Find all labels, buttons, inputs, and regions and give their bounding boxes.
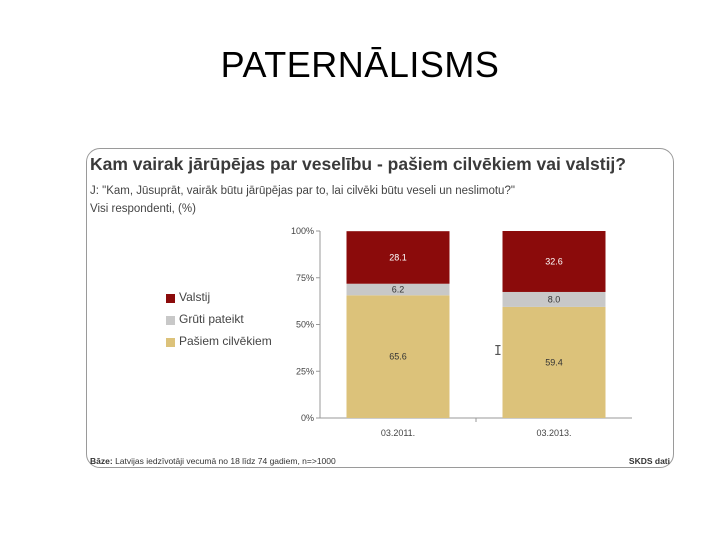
data-label: 28.1 — [389, 252, 407, 262]
data-label: 59.4 — [545, 357, 563, 367]
footer-base: Bāze: Latvijas iedzīvotāji vecumā no 18 … — [90, 456, 336, 466]
footer-source: SKDS dati — [628, 456, 670, 466]
legend-swatch-pasiem — [166, 338, 175, 347]
legend-label-valstij: Valstij — [179, 290, 211, 304]
bar-segment — [346, 231, 450, 284]
survey-question: J: "Kam, Jūsuprāt, vairāk būtu jārūpējas… — [90, 185, 515, 197]
chart-title: Kam vairak jārūpējas par veselību - paši… — [90, 154, 626, 174]
footer-base-label: Bāze: — [90, 456, 113, 466]
bar-segment — [502, 291, 606, 307]
y-tick-label: 75% — [296, 273, 314, 283]
slide-title: PATERNĀLISMS — [220, 44, 500, 85]
text-cursor-icon: I — [494, 344, 502, 359]
y-tick-label: 0% — [301, 413, 314, 423]
bar-segment — [502, 306, 606, 418]
y-tick-label: 25% — [296, 366, 314, 376]
x-tick-label: 03.2013. — [536, 428, 571, 438]
bar-segment — [346, 295, 450, 418]
stacked-bar-chart: 0% 25% 50% 75% 100% 65.6 6.2 28.1 03.2011. 59.4 8.… — [291, 226, 632, 438]
footer-base-text: Latvijas iedzīvotāji vecumā no 18 līdz 7… — [115, 456, 336, 466]
data-label: 8.0 — [548, 294, 561, 304]
respondents-note: Visi respondenti, (%) — [90, 203, 196, 215]
data-label: 65.6 — [389, 352, 407, 362]
y-tick-label: 50% — [296, 320, 314, 330]
legend-swatch-valstij — [166, 294, 175, 303]
bar-segment — [502, 231, 606, 292]
bar-segment — [346, 283, 450, 296]
legend-label-pasiem: Pašiem cilvēkiem — [179, 334, 272, 348]
legend-label-gruti: Grūti pateikt — [179, 312, 244, 326]
x-tick-label: 03.2011. — [381, 428, 415, 438]
data-label: 6.2 — [392, 285, 405, 295]
y-tick-label: 100% — [291, 226, 314, 236]
legend-swatch-gruti — [166, 316, 175, 325]
chart-card: Kam vairak jārūpējas par veselību - paši… — [82, 144, 678, 470]
data-label: 32.6 — [545, 256, 563, 266]
